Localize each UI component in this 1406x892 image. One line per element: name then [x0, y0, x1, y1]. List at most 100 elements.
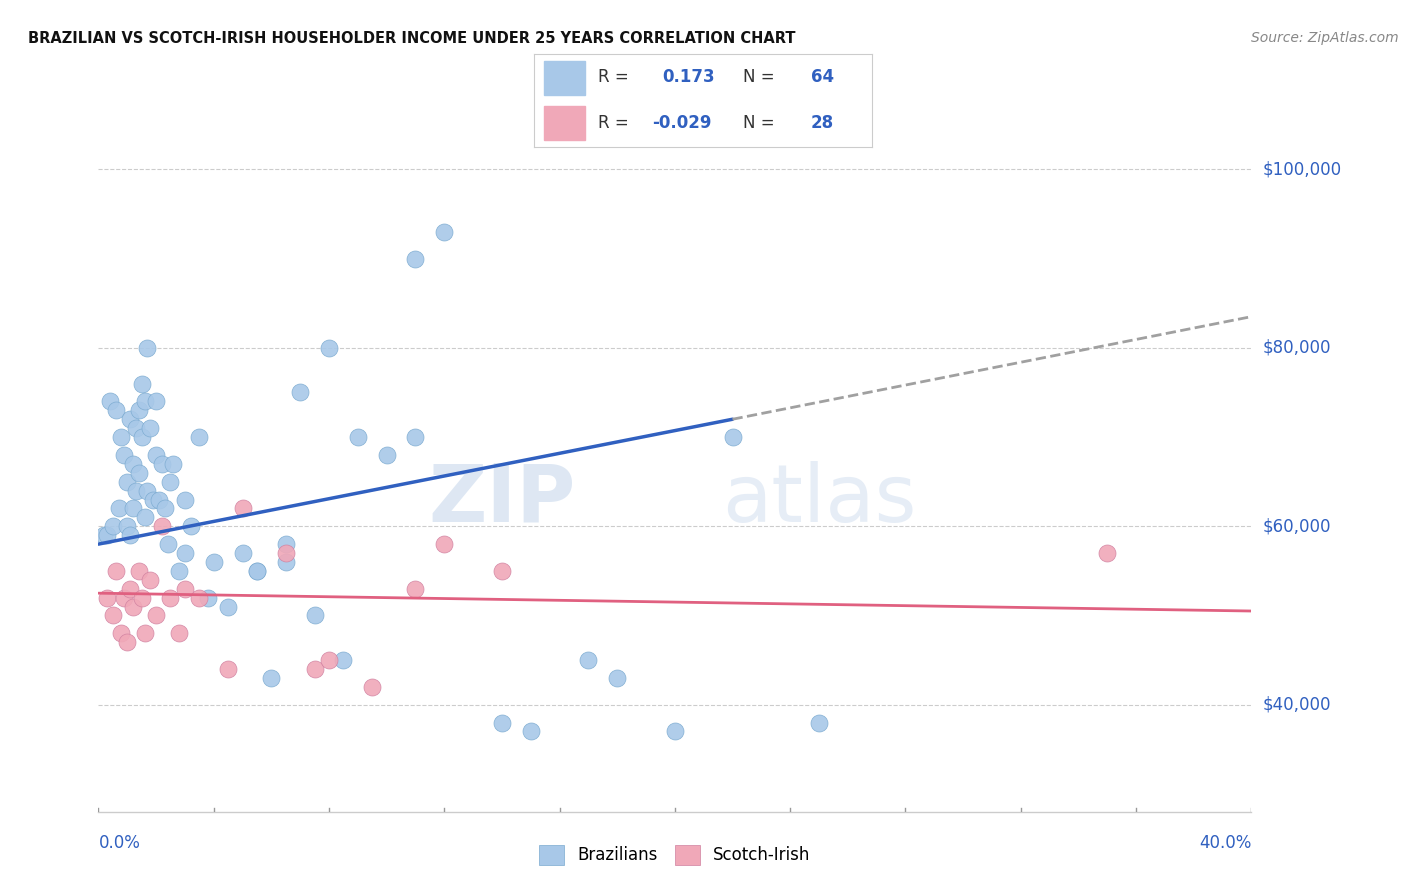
- Point: [361, 680, 384, 694]
- Point: [112, 448, 135, 462]
- Point: [142, 492, 165, 507]
- Point: [136, 341, 159, 355]
- Text: $80,000: $80,000: [1263, 339, 1331, 357]
- Point: [664, 724, 686, 739]
- Point: [606, 671, 628, 685]
- Point: [93, 528, 115, 542]
- Point: [145, 608, 167, 623]
- Point: [145, 448, 167, 462]
- Point: [202, 555, 225, 569]
- Text: N =: N =: [744, 69, 775, 87]
- Point: [491, 715, 513, 730]
- Point: [318, 653, 340, 667]
- Point: [721, 430, 744, 444]
- Point: [332, 653, 354, 667]
- Point: [139, 421, 162, 435]
- Point: [304, 662, 326, 676]
- Bar: [544, 106, 585, 140]
- Point: [188, 430, 211, 444]
- Point: [125, 483, 148, 498]
- Point: [98, 394, 121, 409]
- Point: [134, 626, 156, 640]
- Point: [433, 537, 456, 551]
- Point: [188, 591, 211, 605]
- Point: [145, 394, 167, 409]
- Point: [96, 528, 118, 542]
- Point: [128, 403, 150, 417]
- Point: [260, 671, 283, 685]
- Text: 40.0%: 40.0%: [1199, 834, 1251, 852]
- Point: [217, 662, 239, 676]
- Point: [156, 537, 179, 551]
- Point: [246, 564, 269, 578]
- Point: [150, 519, 173, 533]
- Point: [576, 653, 599, 667]
- Point: [405, 582, 427, 596]
- Point: [346, 430, 368, 444]
- Point: [134, 510, 156, 524]
- Point: [274, 546, 297, 560]
- Point: [120, 582, 142, 596]
- Point: [433, 225, 456, 239]
- Point: [139, 573, 162, 587]
- Point: [174, 546, 197, 560]
- Point: [304, 608, 326, 623]
- Point: [180, 519, 202, 533]
- Point: [104, 403, 127, 417]
- Point: [318, 341, 340, 355]
- Point: [491, 564, 513, 578]
- Text: R =: R =: [599, 69, 628, 87]
- Text: R =: R =: [599, 114, 628, 132]
- Point: [197, 591, 219, 605]
- Text: -0.029: -0.029: [652, 114, 711, 132]
- Text: $100,000: $100,000: [1263, 161, 1341, 178]
- Point: [159, 591, 181, 605]
- Point: [131, 591, 153, 605]
- Point: [231, 501, 254, 516]
- Point: [217, 599, 239, 614]
- Point: [231, 546, 254, 560]
- Text: $60,000: $60,000: [1263, 517, 1331, 535]
- Text: 0.0%: 0.0%: [98, 834, 141, 852]
- Point: [122, 599, 145, 614]
- Point: [520, 724, 543, 739]
- Point: [128, 466, 150, 480]
- Point: [117, 475, 138, 489]
- Point: [117, 635, 138, 649]
- Point: [807, 715, 830, 730]
- Text: 64: 64: [811, 69, 834, 87]
- Point: [136, 483, 159, 498]
- Point: [375, 448, 398, 462]
- Point: [122, 457, 145, 471]
- Point: [117, 519, 138, 533]
- Point: [274, 555, 297, 569]
- Point: [120, 528, 142, 542]
- Point: [131, 430, 153, 444]
- Point: [104, 564, 127, 578]
- Point: [131, 376, 153, 391]
- Legend: Brazilians, Scotch-Irish: Brazilians, Scotch-Irish: [533, 838, 817, 871]
- Text: $40,000: $40,000: [1263, 696, 1331, 714]
- Point: [246, 564, 269, 578]
- Point: [405, 430, 427, 444]
- Point: [1097, 546, 1119, 560]
- Point: [167, 564, 190, 578]
- Point: [101, 519, 124, 533]
- Point: [274, 537, 297, 551]
- Point: [174, 582, 197, 596]
- Point: [153, 501, 176, 516]
- Point: [120, 412, 142, 426]
- Text: ZIP: ZIP: [429, 460, 575, 539]
- Point: [110, 430, 132, 444]
- Point: [174, 492, 197, 507]
- Point: [405, 252, 427, 266]
- Point: [96, 591, 118, 605]
- Point: [122, 501, 145, 516]
- Text: 28: 28: [811, 114, 834, 132]
- Text: 0.173: 0.173: [662, 69, 716, 87]
- Text: BRAZILIAN VS SCOTCH-IRISH HOUSEHOLDER INCOME UNDER 25 YEARS CORRELATION CHART: BRAZILIAN VS SCOTCH-IRISH HOUSEHOLDER IN…: [28, 31, 796, 46]
- Point: [134, 394, 156, 409]
- Bar: [544, 61, 585, 95]
- Point: [150, 457, 173, 471]
- Text: atlas: atlas: [721, 460, 917, 539]
